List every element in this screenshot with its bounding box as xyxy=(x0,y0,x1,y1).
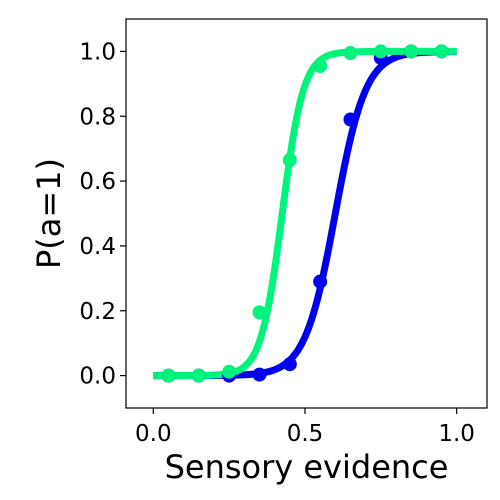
series-1-point xyxy=(313,274,328,289)
series-1-point xyxy=(343,112,358,127)
series-1-curve xyxy=(151,48,459,380)
y-tick-label: 1.0 xyxy=(79,39,116,65)
plot-frame xyxy=(125,18,488,409)
x-tick-label: 1.0 xyxy=(438,421,475,447)
y-tick-label: 0.6 xyxy=(79,169,116,195)
y-tick-label: 0.2 xyxy=(79,299,116,325)
y-tick-label: 0.4 xyxy=(79,234,116,260)
series-2-curve xyxy=(151,47,459,380)
series-2-point xyxy=(434,44,449,59)
series-2-point xyxy=(373,44,388,59)
series-2-point xyxy=(313,59,328,74)
y-tick-label: 0.0 xyxy=(79,364,116,390)
series-2-point xyxy=(222,364,237,379)
series-2-point xyxy=(161,368,176,383)
x-tick-label: 0.5 xyxy=(287,421,324,447)
series-2-point xyxy=(282,153,297,168)
y-axis-label: P(a=1) xyxy=(30,158,68,269)
series-1-point xyxy=(282,357,297,372)
x-tick-label: 0.0 xyxy=(135,421,172,447)
series-2-point xyxy=(343,46,358,61)
y-tick-label: 0.8 xyxy=(79,104,116,130)
series-2-point xyxy=(404,44,419,59)
series-1-point xyxy=(252,367,267,382)
x-axis-label: Sensory evidence xyxy=(165,448,449,486)
series-2-point xyxy=(252,305,267,320)
series-2-point xyxy=(191,368,206,383)
